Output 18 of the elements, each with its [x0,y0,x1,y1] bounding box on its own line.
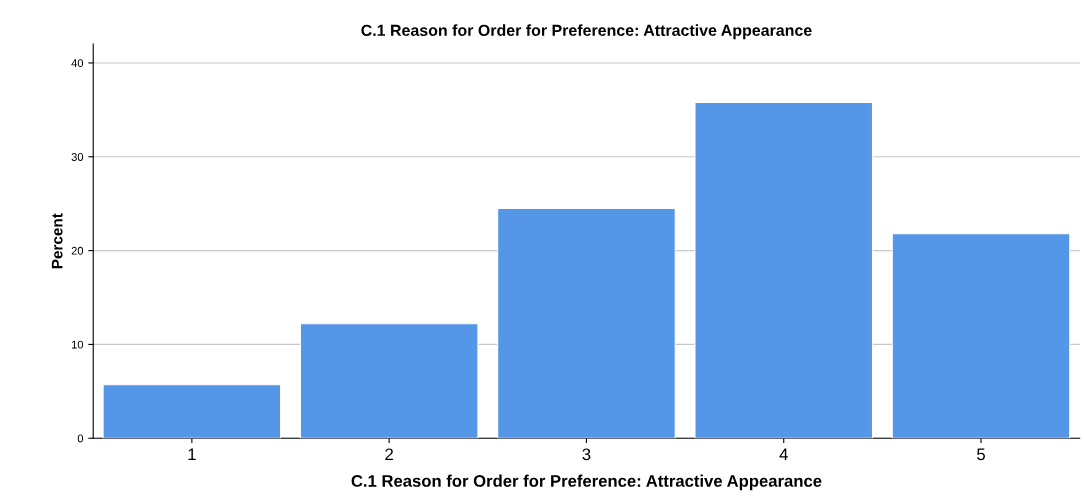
y-tick-label: 40 [71,59,84,68]
bar [694,101,874,439]
bar [497,207,676,439]
x-axis-title: C.1 Reason for Order for Preference: Attractive Appearance [351,474,822,491]
chart-title: C.1 Reason for Order for Preference: Attractive Appearance [361,24,812,40]
y-tick-label: 0 [77,434,84,443]
bar [891,233,1071,439]
x-tick-label: 4 [779,448,788,461]
y-axis-title: Percent [51,213,63,269]
x-tick-label: 1 [188,448,196,461]
x-tick-label: 5 [977,448,985,461]
y-tick-label: 20 [71,246,84,255]
y-tick-label: 30 [71,153,84,161]
bar [299,323,479,439]
x-tick-label: 2 [385,448,393,461]
x-tick-label: 3 [582,448,591,461]
bar [102,384,282,439]
y-tick-label: 10 [71,340,84,349]
